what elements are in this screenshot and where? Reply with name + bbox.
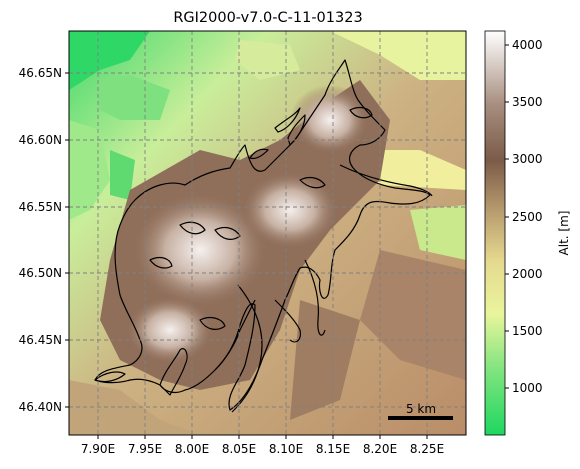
map-title: RGI2000-v7.0-C-11-01323 [173,10,362,26]
peak-snow [130,190,270,310]
x-tick-label: 8.00E [175,442,209,456]
glacier-outline-small [199,316,226,330]
glacier-outline-small [274,107,301,133]
scale-bar: 5 km [388,402,453,420]
scale-bar-label: 5 km [406,402,436,416]
y-axis: 46.65N 46.60N 46.55N 46.50N 46.45N 46.40… [19,66,69,414]
terrain-slope [69,380,200,435]
x-tick-label: 8.15E [316,442,350,456]
x-tick-label: 7.90E [81,442,115,456]
glacier-outline-small [179,221,206,235]
glacier-outline-small [287,114,306,146]
peak-snow [125,295,215,365]
glacier-outline-tongue [274,299,301,343]
glacier-outline-small [214,226,241,240]
glacier-outline-tongue [231,284,263,413]
y-tick-label: 46.40N [19,400,62,414]
glacier-outline-main [94,59,431,411]
valley-lowland [330,31,466,80]
glacier-outline-small [349,106,373,119]
y-tick-label: 46.55N [19,200,62,214]
terrain-map: 5 km [69,31,466,435]
valley-lowland [410,205,466,260]
glacier-outline-tongue [304,259,326,336]
peak-snow [290,85,370,155]
colorbar-tick-label: 4000 [512,38,543,52]
x-tick-label: 8.20E [363,442,397,456]
colorbar-tick-label: 1000 [512,381,543,395]
colorbar-tick-label: 2500 [512,210,543,224]
map-frame [68,30,467,436]
x-tick-label: 8.25E [410,442,444,456]
terrain-slope [290,300,360,420]
glacier-outline-small [249,148,269,160]
map-grid [69,31,466,435]
glacier-outline-small [94,371,126,383]
x-tick-label: 8.10E [269,442,303,456]
peak-snow [240,170,340,250]
glacier-outlines [94,59,433,413]
colorbar-tick-label: 3000 [512,152,543,166]
y-tick-label: 46.60N [19,133,62,147]
terrain-slope [360,250,466,380]
glacier-outline-tongue [214,299,256,371]
colorbar-tick-label: 1500 [512,324,543,338]
glacier-outline-tongue [159,348,188,396]
x-axis: 7.90E 7.95E 8.00E 8.05E 8.10E 8.15E 8.20… [81,435,444,456]
valley-lowland [69,120,110,220]
colorbar-tick-label: 3500 [512,95,543,109]
y-tick-label: 46.45N [19,333,62,347]
valley-lowland [69,31,150,90]
scale-bar-line [388,416,453,420]
y-tick-label: 46.65N [19,66,62,80]
y-tick-label: 46.50N [19,266,62,280]
colorbar-tick-label: 2000 [512,267,543,281]
colorbar: 4000 3500 3000 2500 2000 1500 1000 Alt. … [484,30,571,436]
glacier-outline-small [149,256,173,269]
valley-lowland [95,75,170,120]
colorbar-gradient [484,30,506,436]
valley-lowland [235,40,300,80]
glacier-outline-tongue [339,164,433,197]
x-tick-label: 7.95E [128,442,162,456]
glacier-outline-small [299,176,326,189]
x-tick-label: 8.05E [222,442,256,456]
valley-lowland [110,150,135,200]
colorbar-label: Alt. [m] [557,211,571,256]
